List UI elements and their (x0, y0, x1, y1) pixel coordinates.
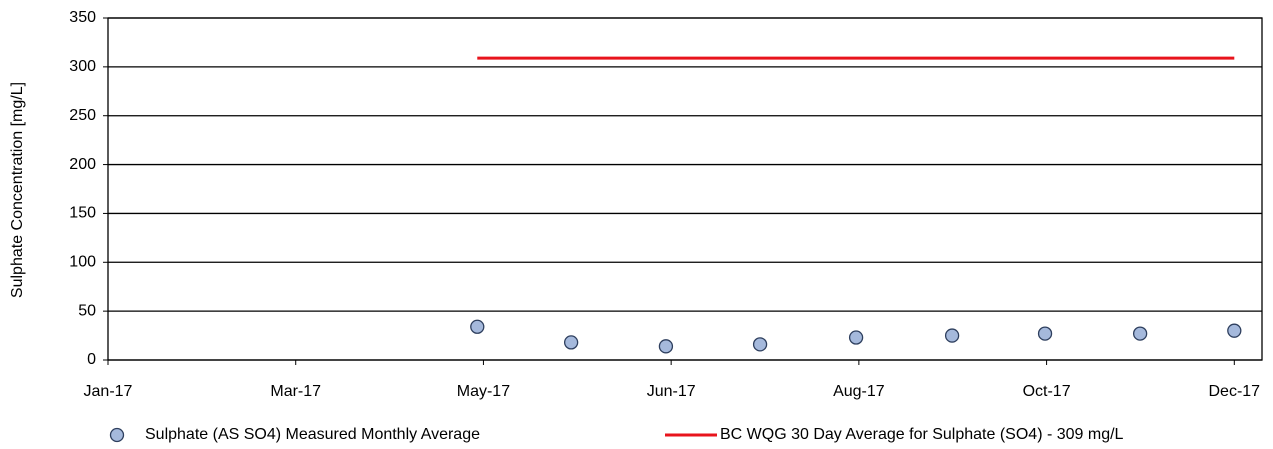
y-tick-label: 350 (69, 9, 96, 26)
data-point (470, 319, 485, 334)
legend-label: Sulphate (AS SO4) Measured Monthly Avera… (145, 426, 480, 443)
y-tick-label: 250 (69, 107, 96, 124)
y-tick-label: 0 (87, 351, 96, 368)
x-tick-label: Oct-17 (1023, 383, 1071, 400)
legend-marker (109, 427, 125, 443)
legend-label: BC WQG 30 Day Average for Sulphate (SO4)… (720, 426, 1124, 443)
y-tick-label: 300 (69, 58, 96, 75)
y-tick-label: 200 (69, 156, 96, 173)
data-point (658, 339, 674, 354)
x-tick-label: Mar-17 (270, 383, 321, 400)
x-tick-label: Jan-17 (84, 383, 133, 400)
x-tick-label: May-17 (457, 383, 510, 400)
y-tick-label: 100 (69, 254, 96, 271)
data-point (752, 337, 768, 352)
data-point (944, 328, 960, 343)
data-point (1037, 326, 1053, 341)
data-point (1132, 326, 1148, 341)
data-point (848, 330, 864, 345)
x-tick-label: Dec-17 (1209, 383, 1261, 400)
y-tick-label: 150 (69, 205, 96, 222)
y-tick-label: 50 (78, 302, 96, 319)
data-point (563, 335, 579, 350)
data-point (1227, 323, 1242, 338)
x-tick-label: Jun-17 (647, 383, 696, 400)
x-tick-label: Aug-17 (833, 383, 885, 400)
y-axis-label: Sulphate Concentration [mg/L] (9, 82, 26, 298)
plot-border (107, 17, 1263, 361)
